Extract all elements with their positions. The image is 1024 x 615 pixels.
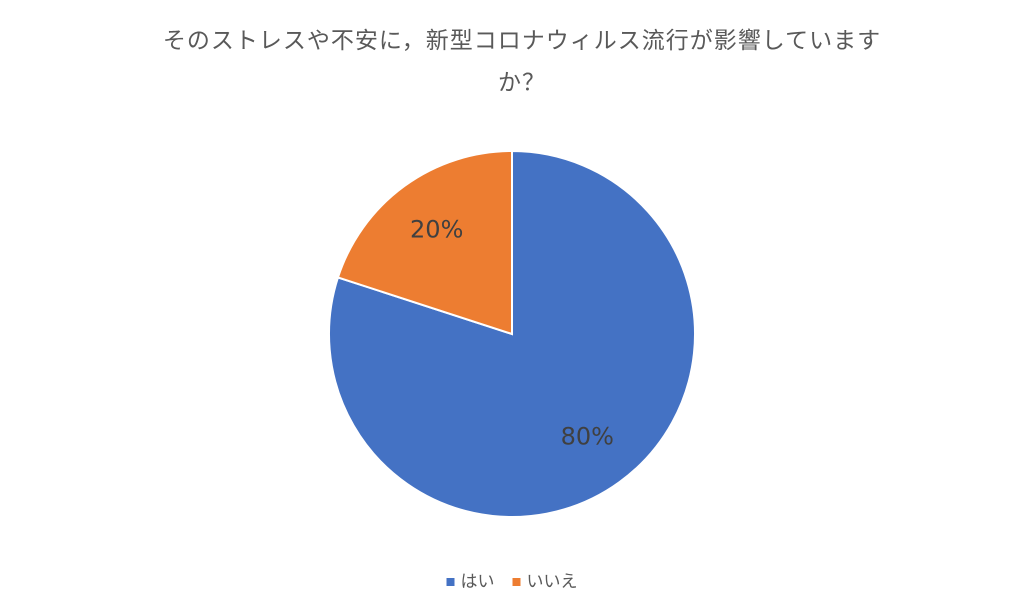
legend: はい いいえ [446, 572, 578, 592]
data-label: 80% [561, 423, 614, 451]
legend-swatch [512, 578, 521, 586]
legend-swatch [446, 578, 455, 586]
legend-label: はい [461, 572, 495, 592]
pie-slice [336, 149, 513, 336]
legend-label: いいえ [527, 572, 578, 592]
chart-title: そのストレスや不安に，新型コロナウィルス流行が影響していますか？ [162, 28, 882, 96]
pie-slice [328, 149, 696, 518]
data-label: 20% [410, 215, 463, 243]
